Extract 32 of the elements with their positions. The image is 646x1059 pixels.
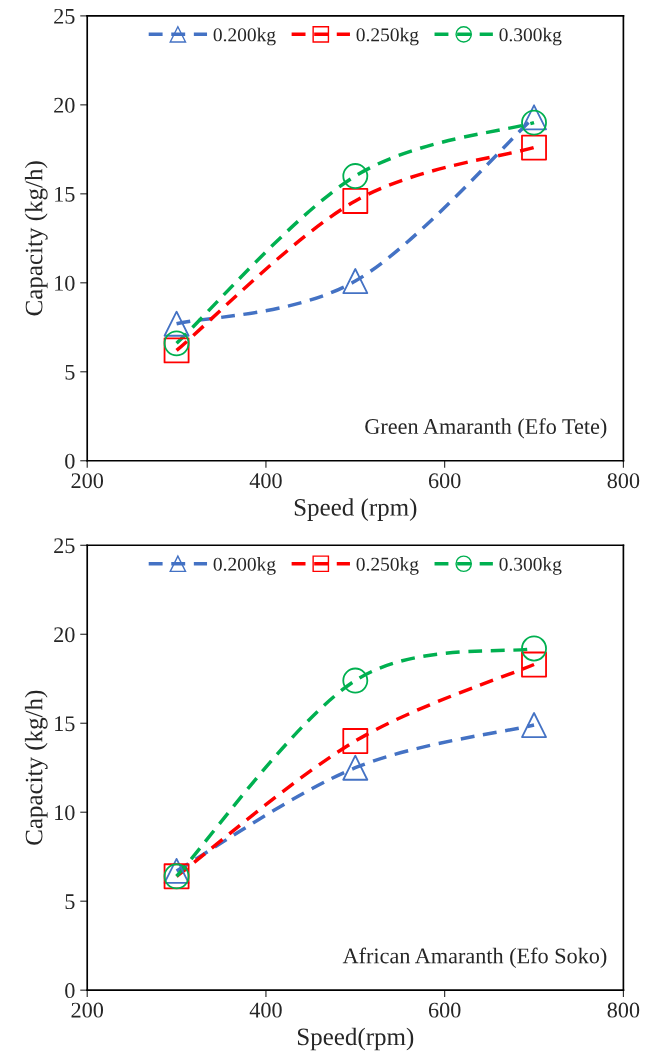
y-tick-label: 25 xyxy=(54,8,75,24)
y-tick-label: 5 xyxy=(65,894,75,910)
y-axis-title: Capacity (kg/h) xyxy=(24,161,48,316)
legend-label: 0.300kg xyxy=(499,557,562,575)
y-tick-label: 15 xyxy=(55,186,75,202)
x-tick-label: 200 xyxy=(71,1002,104,1018)
x-tick-label: 600 xyxy=(428,473,461,489)
x-tick-label: 400 xyxy=(249,473,282,489)
legend-label: 0.250kg xyxy=(356,557,419,575)
legend-label: 0.250kg xyxy=(356,27,419,46)
annotation: Green Amaranth (Efo Tete) xyxy=(365,418,607,439)
y-tick-label: 25 xyxy=(54,538,75,554)
y-tick-label: 15 xyxy=(55,716,75,732)
legend-label: 0.200kg xyxy=(213,27,276,46)
legend-label: 0.200kg xyxy=(213,557,276,575)
y-tick-label: 5 xyxy=(65,364,75,380)
y-axis-title: Capacity (kg/h) xyxy=(24,690,48,845)
y-tick-label: 20 xyxy=(54,97,75,113)
y-tick-label: 0 xyxy=(65,983,75,999)
y-tick-label: 20 xyxy=(54,627,75,643)
x-tick-label: 200 xyxy=(71,473,104,489)
y-tick-label: 0 xyxy=(65,453,75,469)
x-axis-title: Speed (rpm) xyxy=(294,498,417,521)
legend-label: 0.300kg xyxy=(499,27,562,46)
y-tick-label: 10 xyxy=(55,805,75,821)
x-axis-title: Speed(rpm) xyxy=(297,1027,414,1051)
x-tick-label: 800 xyxy=(607,473,640,489)
annotation: African Amaranth (Efo Soko) xyxy=(342,947,607,968)
x-tick-label: 800 xyxy=(607,1002,640,1018)
y-tick-label: 10 xyxy=(55,275,75,291)
x-tick-label: 600 xyxy=(428,1002,461,1018)
x-tick-label: 400 xyxy=(249,1002,282,1018)
